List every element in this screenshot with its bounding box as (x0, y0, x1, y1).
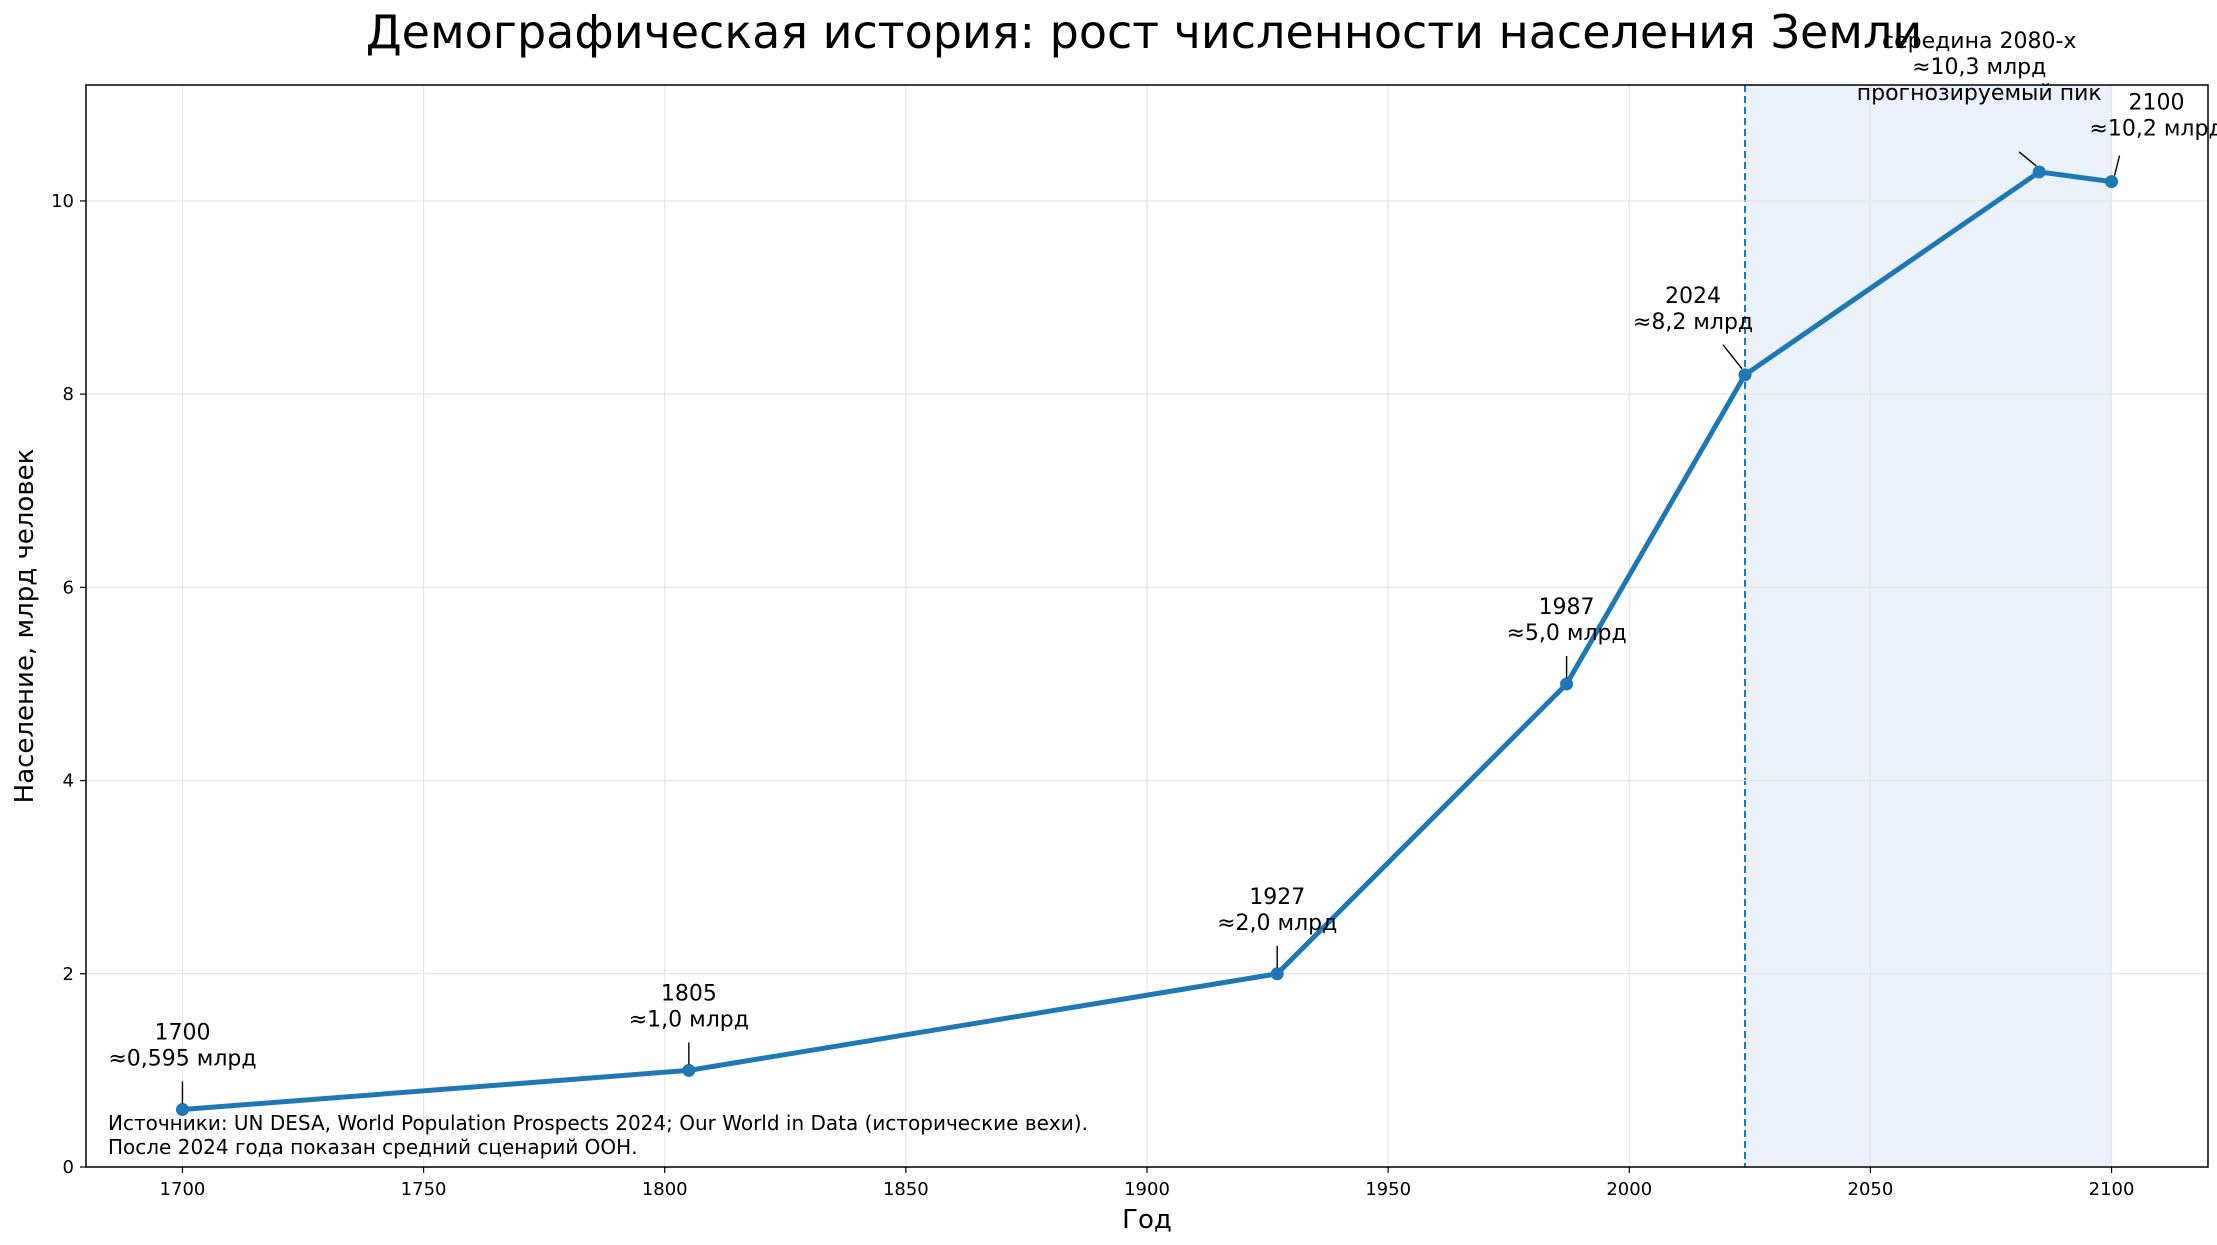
annotation-leader (1722, 344, 1743, 370)
x-tick-label: 2050 (1848, 1179, 1894, 1200)
x-tick-label: 2100 (2089, 1179, 2135, 1200)
annotation-text: ≈8,2 млрд (1633, 310, 1753, 335)
projection-band (1745, 85, 2112, 1167)
source-note-line: Источники: UN DESA, World Population Pro… (108, 1111, 1088, 1135)
annotation-text: 2100 (2129, 91, 2185, 116)
plot-frame (85, 84, 2209, 1168)
annotation-leader (2018, 151, 2037, 167)
x-tick-label: 1700 (160, 1179, 206, 1200)
annotation-text: 1927 (1249, 885, 1305, 910)
annotation-text: ≈1,0 млрд (629, 1007, 749, 1032)
data-point (1560, 677, 1574, 691)
data-point (1738, 368, 1752, 382)
annotation-text: 2024 (1665, 284, 1721, 309)
source-note-line: После 2024 года показан средний сценарий… (108, 1135, 638, 1159)
y-tick-label: 4 (63, 771, 74, 792)
x-tick-label: 1950 (1365, 1179, 1411, 1200)
data-point (1270, 967, 1284, 981)
x-tick-label: 1850 (883, 1179, 929, 1200)
annotation-text: ≈0,595 млрд (108, 1047, 256, 1072)
annotation-leader (2113, 155, 2121, 176)
data-point (2105, 175, 2119, 189)
annotation-text: ≈2,0 млрд (1217, 911, 1337, 936)
annotation-text: ≈10,2 млрд (2089, 117, 2217, 142)
chart-title: Демографическая история: рост численност… (366, 5, 1923, 59)
x-tick-label: 1800 (642, 1179, 688, 1200)
x-tick-label: 2000 (1606, 1179, 1652, 1200)
y-tick-label: 6 (63, 577, 74, 598)
annotation-text: ≈5,0 млрд (1506, 621, 1626, 646)
x-axis-title: Год (1122, 1205, 1172, 1235)
y-tick-label: 2 (63, 964, 74, 985)
y-axis-title: Население, млрд человек (10, 449, 40, 804)
y-tick-label: 0 (63, 1157, 74, 1178)
x-tick-label: 1750 (401, 1179, 447, 1200)
y-tick-label: 8 (63, 384, 74, 405)
data-point (175, 1103, 189, 1117)
annotation-text: ≈10,3 млрд (1912, 55, 2046, 80)
data-point (682, 1063, 696, 1077)
x-tick-label: 1900 (1124, 1179, 1170, 1200)
y-tick-label: 10 (51, 191, 74, 212)
annotation-text: середина 2080-х (1882, 29, 2076, 54)
annotation-text: 1805 (661, 981, 717, 1006)
annotation-text: 1700 (154, 1021, 210, 1046)
data-point (2032, 165, 2046, 179)
annotation-text: 1987 (1539, 595, 1595, 620)
